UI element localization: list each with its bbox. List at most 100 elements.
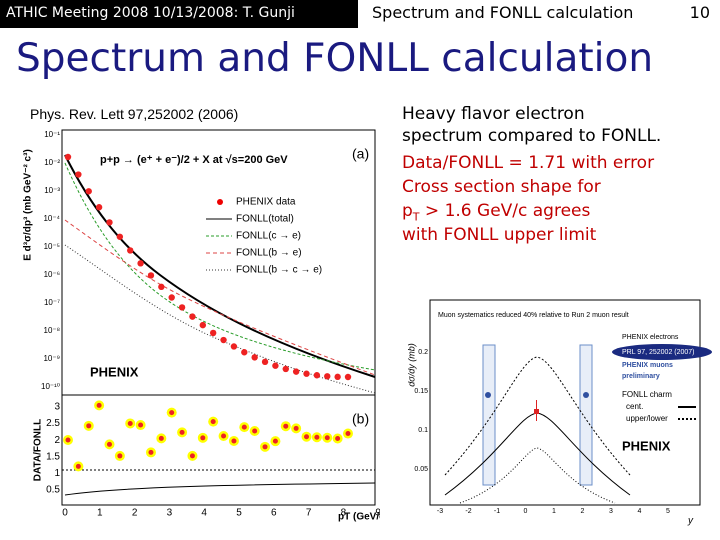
- data-point: [241, 349, 248, 356]
- ratio-point: [127, 420, 133, 426]
- x-tick-label: -1: [494, 508, 500, 515]
- x-axis-label: pT (GeV/c): [338, 512, 380, 523]
- x-tick-label: 5: [236, 508, 242, 519]
- logo: PHENIX: [622, 438, 671, 453]
- y-tick-label: 0.2: [418, 349, 428, 356]
- x-tick-label: 2: [132, 508, 138, 519]
- y-tick-label: 10⁻⁴: [43, 214, 60, 223]
- x-tick-label: 5: [666, 508, 670, 515]
- y-tick-label: 0.1: [418, 427, 428, 434]
- legend-label: PHENIX data: [236, 197, 296, 208]
- c-curve: [64, 162, 376, 371]
- data-point: [334, 373, 341, 381]
- ratio-point: [86, 423, 92, 429]
- data-point: [116, 233, 124, 240]
- data-point: [292, 368, 300, 375]
- y-tick-label: 1.5: [46, 451, 60, 462]
- y-tick-label: 10⁻³: [44, 186, 60, 195]
- legend-label: FONLL charm: [622, 390, 672, 399]
- x-tick-label: 4: [201, 508, 207, 519]
- x-tick-label: 1: [97, 508, 103, 519]
- legend-marker: [217, 199, 223, 205]
- x-tick-label: 7: [306, 508, 312, 519]
- figure-caption: Phys. Rev. Lett 97,252002 (2006): [30, 106, 239, 122]
- y-tick-label: 0.05: [414, 466, 428, 473]
- upper-curve: [444, 356, 631, 476]
- data-point: [324, 373, 331, 380]
- data-point: [272, 362, 279, 369]
- x-tick-label: 8: [341, 508, 347, 519]
- legend-label: preliminary: [622, 373, 660, 380]
- y-tick-label: 0.15: [414, 388, 428, 395]
- ratio-point: [200, 435, 206, 441]
- y-tick-label: 10⁻¹: [44, 130, 60, 139]
- x-tick-label: 0: [524, 508, 528, 515]
- x-tick-label: 3: [609, 508, 613, 515]
- legend-label: cent.: [626, 402, 643, 411]
- lower-frame: [61, 394, 376, 506]
- y-axis-label: DATA/FONLL: [33, 419, 44, 481]
- legend-label: FONLL(c → e): [236, 231, 301, 242]
- ratio-point: [65, 437, 71, 443]
- x-tick-label: -2: [465, 508, 471, 515]
- data-point: [137, 260, 144, 267]
- plot-frame: [429, 299, 701, 506]
- y-tick-label: 2: [54, 435, 60, 446]
- slide-title: Spectrum and FONLL calculation: [16, 36, 654, 81]
- data-point: [209, 329, 217, 337]
- legend-label: FONLL(total): [236, 214, 294, 225]
- y-axis-label: dσ/dy (mb): [406, 343, 416, 386]
- y-tick-label: 10⁻¹⁰: [41, 382, 60, 391]
- data-point: [230, 343, 238, 350]
- text-part: > 1.6 GeV/c agrees: [419, 201, 591, 221]
- data-point: [147, 272, 155, 279]
- logo: PHENIX: [90, 364, 139, 379]
- data-point: [313, 372, 321, 379]
- muon-band: [579, 344, 593, 486]
- y-tick-label: 10⁻⁸: [44, 326, 61, 335]
- data-point: [220, 336, 227, 344]
- ratio-point: [75, 463, 81, 469]
- page-number: 10: [689, 3, 710, 22]
- panel-label: (a): [352, 146, 369, 162]
- ratio-point: [335, 435, 341, 441]
- note: Muon systematics reduced 40% relative to…: [438, 312, 629, 319]
- y-tick-label: 10⁻⁶: [44, 270, 60, 279]
- data-point: [282, 365, 289, 373]
- total-curve: [64, 154, 376, 378]
- panel-label: (b): [352, 411, 369, 427]
- ratio-point: [231, 438, 237, 444]
- muon-band: [482, 344, 496, 486]
- legend-label: PHENIX electrons: [622, 334, 679, 341]
- ratio-point: [304, 434, 310, 440]
- y-tick-label: 10⁻⁵: [44, 242, 60, 251]
- ratio-point: [106, 441, 112, 447]
- ratio-point: [262, 444, 268, 450]
- ratio-point: [179, 429, 185, 435]
- y-tick-label: 10⁻⁹: [43, 354, 60, 363]
- data-point: [178, 304, 186, 311]
- ratio-point: [148, 449, 154, 455]
- text-line: Heavy flavor electron: [402, 104, 585, 124]
- x-tick-label: 1: [552, 508, 556, 515]
- ratio-point: [345, 431, 351, 437]
- data-point: [199, 321, 207, 329]
- meeting-info: ATHIC Meeting 2008 10/13/2008: T. Gunji: [6, 5, 295, 21]
- data-point: [344, 373, 352, 381]
- text-part: p: [402, 201, 413, 221]
- ratio-band: [64, 482, 376, 496]
- legend-label: PRL 97, 252002 (2007): [622, 349, 695, 356]
- x-tick-label: 4: [638, 508, 642, 515]
- legend-highlight: [612, 344, 712, 360]
- b-curve: [64, 219, 376, 376]
- x-tick-label: 0: [62, 508, 68, 519]
- y-tick-label: 10⁻⁷: [44, 298, 60, 307]
- text-part: T: [412, 210, 420, 224]
- upper-frame: [61, 129, 376, 396]
- data-point: [95, 204, 103, 211]
- right-figure: 0.2 0.15 0.1 0.05 -3 -2 -1 0 1 2 3 4 5 Muon systemati…: [406, 299, 712, 527]
- data-points: [63, 153, 353, 472]
- data-point: [85, 188, 92, 195]
- legend-label: FONLL(b → c → e): [236, 265, 322, 276]
